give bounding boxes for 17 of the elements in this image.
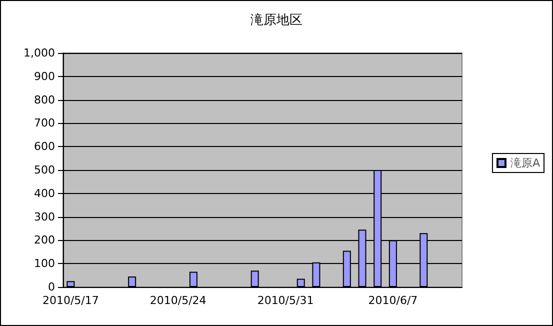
x-tick-label: 2010/5/31 (257, 294, 314, 307)
y-tick-label: 600 (34, 140, 55, 154)
y-tick-label: 400 (34, 186, 55, 200)
chart-title: 滝原地区 (250, 13, 302, 28)
y-tick-label: 700 (34, 116, 55, 130)
y-tick-label: 1,000 (24, 46, 55, 60)
y-tick-label: 0 (48, 280, 55, 294)
legend-label: 滝原A (510, 156, 540, 170)
x-tick-label: 2010/5/24 (150, 294, 206, 307)
y-tick-label: 200 (34, 234, 55, 247)
x-tick-label: 2010/6/7 (368, 294, 418, 307)
x-tick-label: 2010/5/17 (42, 294, 99, 307)
y-tick-label: 100 (34, 257, 55, 270)
y-tick-label: 800 (34, 93, 55, 106)
y-tick-label: 300 (34, 210, 55, 224)
y-tick-label: 900 (34, 70, 55, 83)
y-tick-label: 500 (34, 164, 55, 176)
